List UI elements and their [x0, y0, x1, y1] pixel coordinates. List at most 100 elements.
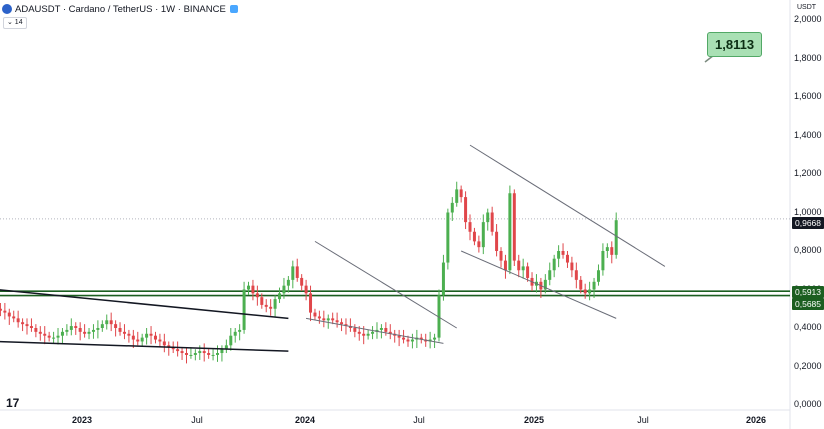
candle-body — [300, 277, 304, 286]
x-tick-label: Jul — [637, 415, 649, 425]
candle-body — [592, 281, 596, 290]
candle-body — [127, 333, 131, 336]
candle-body — [348, 326, 352, 328]
candle-body — [446, 212, 450, 263]
candle-body — [574, 270, 578, 280]
candle-body — [552, 258, 556, 271]
candle-body — [100, 324, 104, 328]
candle-body — [167, 345, 171, 348]
candle-body — [464, 197, 468, 223]
candle-body — [238, 329, 242, 332]
candle-body — [273, 299, 277, 309]
candle-body — [503, 260, 507, 271]
candle-body — [131, 335, 135, 340]
candle-body — [362, 333, 366, 336]
candle-body — [180, 351, 184, 354]
candle-body — [557, 251, 561, 259]
candle-body — [176, 349, 180, 352]
candle-body — [521, 266, 525, 271]
x-tick-label: 2024 — [294, 415, 316, 425]
candle-body — [517, 260, 521, 271]
trendline-5 — [460, 250, 617, 319]
candle-body — [247, 285, 251, 290]
candle-body — [21, 322, 25, 325]
candle-body — [459, 189, 463, 198]
candle-body — [397, 335, 401, 338]
candle-body — [601, 251, 605, 271]
candle-body — [193, 353, 197, 355]
current-price-tag: 0,9668 — [792, 217, 824, 229]
candle-body — [437, 295, 441, 338]
candle-body — [495, 231, 499, 251]
candle-body — [508, 193, 512, 271]
candle-body — [211, 354, 215, 356]
candle-body — [282, 285, 286, 294]
x-tick-label: 2023 — [71, 415, 93, 425]
target-callout: 1,8113 — [707, 32, 763, 57]
candle-body — [207, 353, 211, 355]
candle-body — [83, 331, 87, 334]
candle-body — [202, 351, 206, 354]
candle-body — [109, 320, 113, 325]
candle-body — [34, 328, 38, 332]
y-tick-label: 2,0000 — [794, 14, 822, 24]
candle-body — [255, 293, 259, 298]
tradingview-logo[interactable]: 17 — [6, 396, 20, 410]
candle-body — [43, 333, 47, 336]
candle-body — [162, 341, 166, 346]
trendline-4 — [469, 144, 666, 267]
candle-body — [269, 306, 273, 309]
candle-body — [304, 285, 308, 294]
candle-body — [12, 316, 16, 319]
y-tick-label: 0,4000 — [794, 322, 822, 332]
symbol-title: ADAUSDT · Cardano / TetherUS · 1W · BINA… — [15, 3, 226, 15]
candle-body — [0, 308, 2, 311]
indicator-toggle[interactable]: ⌄ 14 — [3, 17, 27, 29]
trendline-1 — [0, 340, 289, 352]
candle-body — [486, 212, 490, 223]
y-tick-label: 1,8000 — [794, 52, 822, 63]
candle-body — [605, 247, 609, 251]
candle-body — [313, 312, 317, 317]
x-tick-label: Jul — [413, 415, 425, 425]
candle-body — [472, 231, 476, 242]
candle-body — [402, 337, 406, 340]
candle-body — [583, 289, 587, 294]
candle-body — [7, 312, 11, 317]
y-axis-unit: USDT — [797, 4, 817, 11]
candle-body — [74, 326, 78, 328]
candle-body — [344, 324, 348, 327]
candle-body — [242, 289, 246, 330]
candle-body — [490, 212, 494, 232]
candle-body — [264, 304, 268, 307]
candle-body — [565, 254, 569, 263]
candle-body — [335, 320, 339, 323]
candle-body — [366, 333, 370, 336]
candle-body — [499, 251, 503, 261]
trendline-0 — [0, 289, 289, 320]
candle-body — [419, 337, 423, 340]
candle-body — [477, 241, 481, 248]
candle-body — [105, 320, 109, 325]
candle-body — [233, 331, 237, 336]
candle-body — [114, 324, 118, 328]
favorite-icon[interactable] — [229, 5, 238, 13]
candle-body — [291, 266, 295, 280]
candle-body — [455, 189, 459, 203]
candle-body — [136, 339, 140, 342]
candle-body — [29, 326, 33, 328]
candle-body — [481, 222, 485, 248]
symbol-header[interactable]: ADAUSDT · Cardano / TetherUS · 1W · BINA… — [2, 2, 238, 16]
candle-body — [140, 337, 144, 342]
candle-body — [610, 247, 614, 255]
candle-body — [441, 262, 445, 296]
y-tick-label: 1,4000 — [794, 129, 822, 140]
candle-body — [588, 289, 592, 294]
candle-body — [410, 339, 414, 342]
trendline-3 — [306, 317, 444, 344]
candle-body — [118, 328, 122, 332]
candle-body — [322, 318, 326, 321]
candle-body — [548, 270, 552, 280]
candle-body — [384, 328, 388, 332]
